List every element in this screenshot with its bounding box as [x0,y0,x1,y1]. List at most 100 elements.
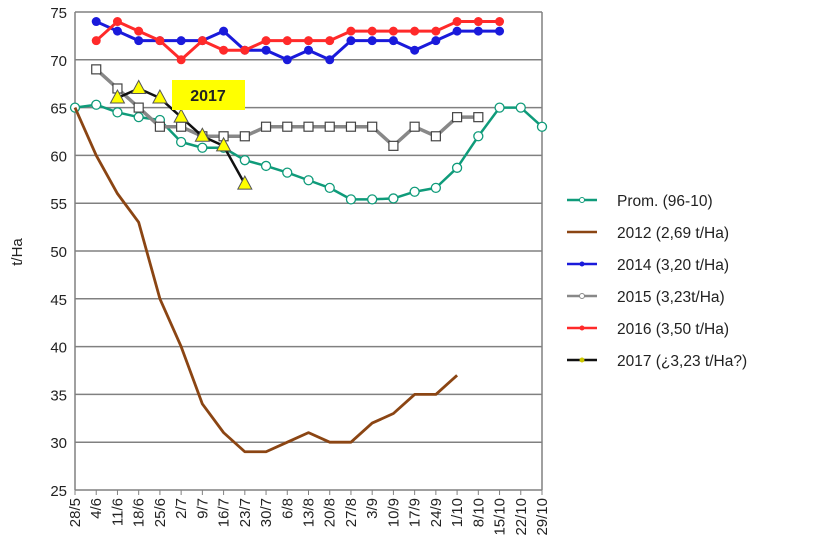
y-tick-label: 60 [50,148,67,165]
series-4 [91,17,505,65]
series-3 [91,64,484,151]
x-tick-label: 4/6 [88,498,105,519]
data-point [473,112,484,123]
data-point [451,112,463,123]
data-point [133,102,144,113]
data-point [176,121,187,132]
data-point [152,88,168,104]
data-point [388,36,398,46]
x-tick-label: 8/10 [470,498,487,527]
series-0 [69,99,548,205]
data-point [173,108,189,123]
data-point [261,45,271,55]
y-tick-label: 75 [50,5,67,22]
data-point [239,155,250,166]
data-point [367,194,378,205]
data-point [91,64,102,75]
y-tick-label: 45 [50,292,67,309]
data-point [452,26,462,36]
series-layer [69,17,548,454]
data-point [494,102,505,113]
data-point [473,131,484,142]
data-point [260,121,272,132]
data-point [410,45,420,55]
x-tick-label: 6/8 [279,498,296,519]
data-point [410,26,420,36]
x-tick-label: 30/7 [258,498,275,527]
data-point [515,102,526,113]
x-tick-label: 23/7 [237,498,254,527]
y-tick-label: 65 [50,101,67,118]
y-tick-label: 55 [50,196,67,213]
x-tick-label: 11/6 [109,498,126,526]
series-line [73,107,459,454]
data-point [304,45,313,55]
data-point [176,55,186,65]
data-point [112,107,123,118]
data-point [430,182,442,194]
data-point [175,136,187,148]
data-point [495,17,505,27]
data-point [473,26,483,36]
x-tick-label: 16/7 [216,498,233,527]
data-point [109,88,126,104]
legend-item: 2012 (2,69 t/Ha) [567,225,729,242]
data-point [409,121,420,132]
y-tick-label: 35 [50,387,67,404]
legend-item: 2017 (¿3,23 t/Ha?) [567,353,747,370]
series-5 [109,79,253,190]
x-tick-label: 25/6 [152,498,169,527]
legend-item: 2016 (3,50 t/Ha) [567,321,729,338]
y-axis-label: t/Ha [9,238,26,266]
y-tick-label: 25 [50,483,67,500]
x-tick-label: 15/10 [492,498,509,536]
x-tick-label: 10/9 [385,498,402,527]
data-point [154,121,166,132]
data-point [112,26,122,36]
x-tick-label: 1/10 [449,498,466,527]
data-point [324,121,335,132]
data-point [240,45,250,55]
x-tick-label: 3/9 [364,498,381,519]
data-point [324,182,335,194]
data-point [91,36,101,46]
data-point [304,36,313,46]
legend-item: Prom. (96-10) [567,193,713,210]
y-axis-ticks: 25 30 35 40 45 50 55 60 65 70 75 [50,5,67,500]
data-point [367,26,377,36]
legend-label: 2014 (3,20 t/Ha) [617,257,729,274]
x-tick-label: 17/9 [407,498,424,527]
data-point [197,36,207,46]
y-tick-label: 30 [50,435,67,452]
data-point [388,26,398,36]
data-point [260,160,272,172]
data-point [176,36,186,46]
x-tick-label: 9/7 [194,498,211,519]
data-point [282,55,292,65]
data-point [367,36,377,46]
data-point [325,36,335,46]
x-tick-label: 28/5 [67,498,84,527]
data-point [194,127,211,142]
data-point [236,175,253,190]
data-point [536,121,548,132]
data-point [325,55,335,65]
x-tick-label: 18/6 [131,498,148,527]
data-point [367,121,378,132]
x-tick-label: 29/10 [534,498,551,536]
data-point [134,26,144,36]
data-point [239,131,250,142]
data-point [219,45,229,55]
data-point [91,99,102,110]
y-tick-label: 70 [50,53,67,70]
legend-marker [579,197,585,203]
x-tick-label: 24/9 [428,498,445,527]
grid-lines [74,11,543,491]
data-point [219,26,229,36]
legend-label: 2015 (3,23t/Ha) [617,289,725,306]
data-point [282,167,293,178]
y-tick-label: 50 [50,244,67,261]
data-point [345,194,357,205]
legend-label: 2012 (2,69 t/Ha) [617,225,729,242]
data-point [388,193,399,204]
